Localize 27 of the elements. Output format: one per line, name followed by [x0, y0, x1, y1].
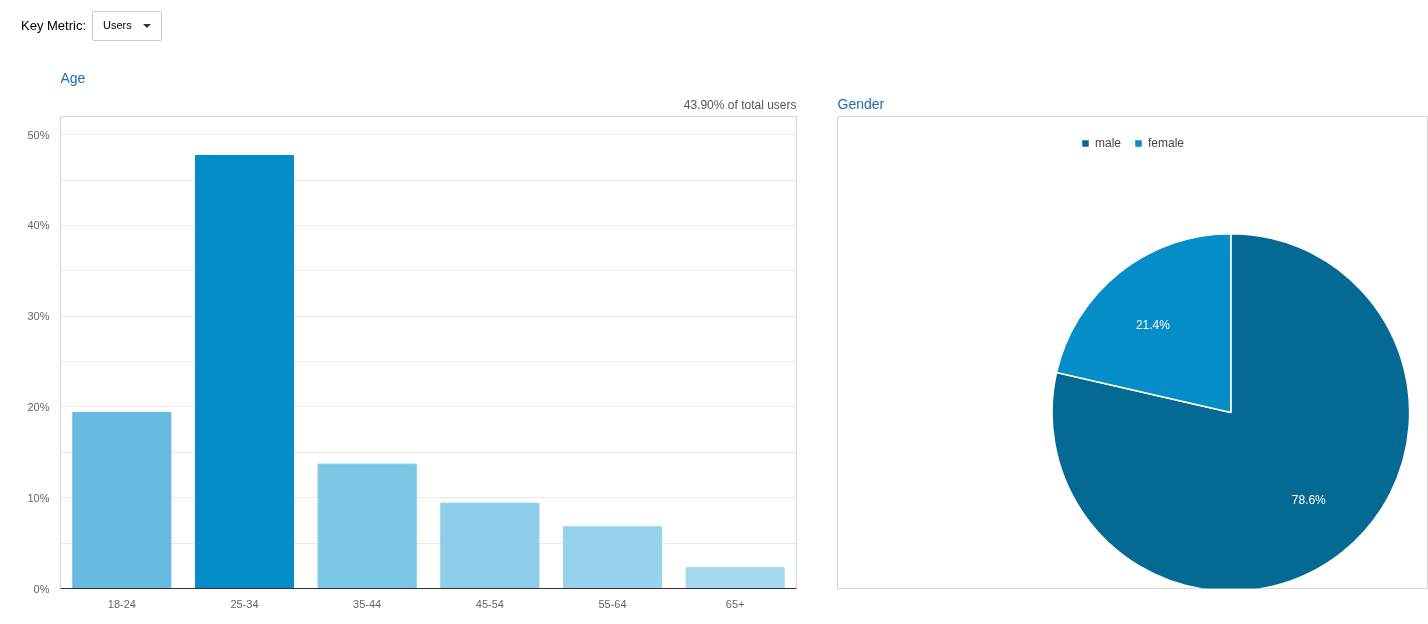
y-tick-label: 10% [27, 491, 50, 504]
x-tick-label: 25-34 [230, 597, 259, 610]
chart-title: Age [60, 69, 86, 86]
bar [562, 526, 663, 589]
x-tick-label: 65+ [725, 597, 745, 610]
text: Gender [837, 95, 885, 112]
legend-label: female [1147, 136, 1185, 150]
bar [72, 411, 172, 589]
y-tick-label: 40% [27, 219, 50, 232]
data-label: 78.6% [1291, 493, 1327, 508]
y-tick-label: 30% [27, 310, 50, 323]
bar [685, 567, 785, 589]
legend-label: male [1094, 136, 1121, 150]
bar [440, 502, 540, 589]
text: Key Metric: [21, 16, 87, 35]
data-label: 21.4% [1135, 317, 1171, 332]
text: 43.90% of total users [683, 97, 797, 112]
y-tick-label: 50% [27, 128, 50, 141]
bar [317, 463, 417, 589]
x-tick-label: 18-24 [107, 597, 136, 610]
x-tick-label: 45-54 [475, 597, 504, 610]
x-tick-label: 55-64 [598, 597, 627, 610]
text: Users [92, 11, 162, 41]
y-tick-label: 0% [33, 582, 50, 595]
bar [194, 155, 295, 589]
x-tick-label: 35-44 [353, 597, 382, 610]
y-tick-label: 20% [27, 400, 50, 413]
